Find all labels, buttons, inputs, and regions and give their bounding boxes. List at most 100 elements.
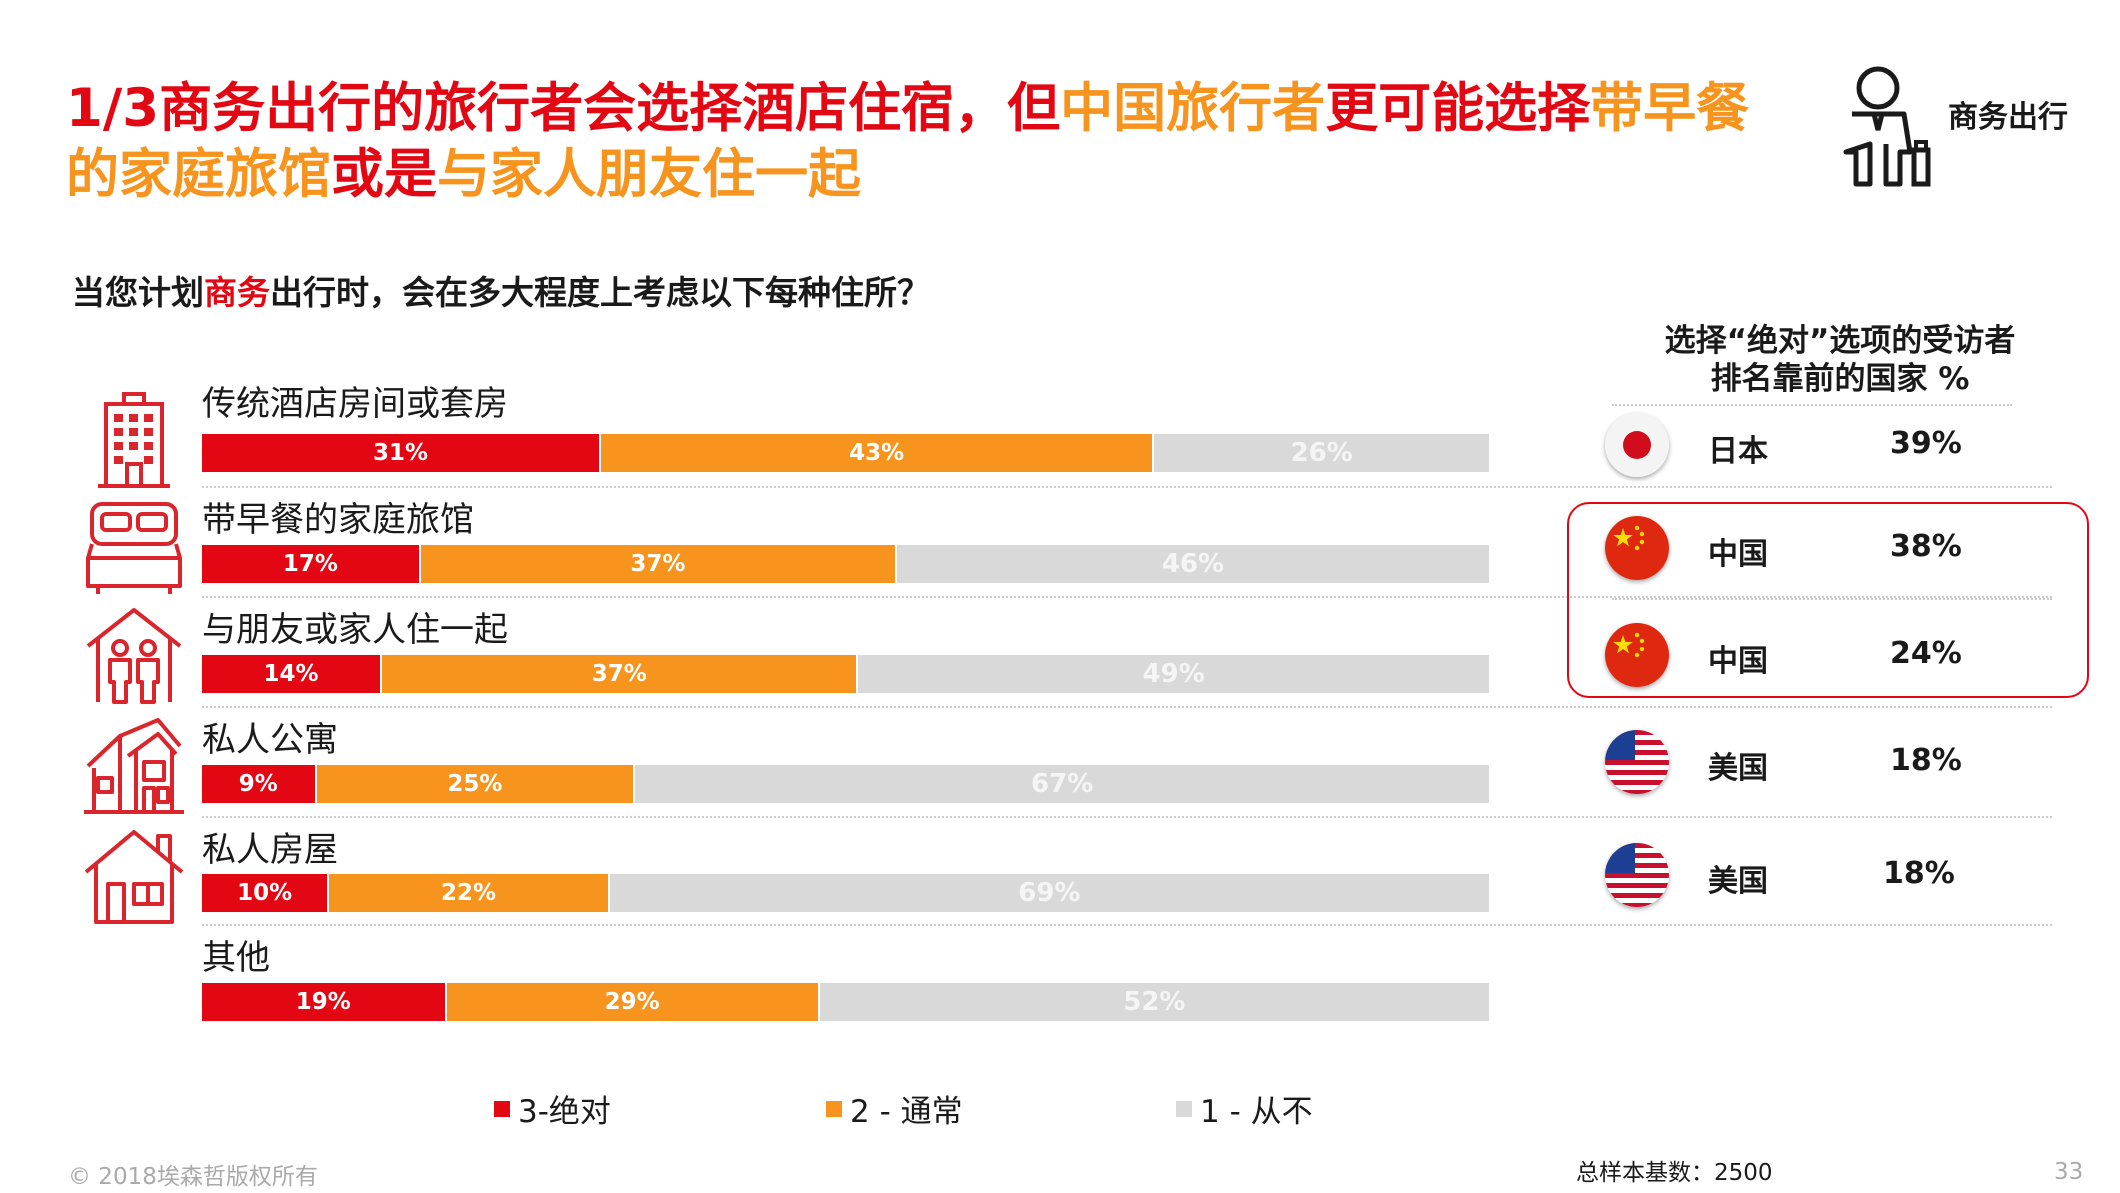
ranking-row-china-2: 中国 24% <box>1605 618 2045 698</box>
bar-usually: 37% <box>382 655 859 693</box>
bar-row: 10% 22% 69% <box>202 874 1489 912</box>
data-label: 67% <box>1030 769 1094 799</box>
title-part-1: 1/3商务出行的旅行者会选择酒店住宿，但 <box>66 78 1061 139</box>
ranking-title-line-1: 选择“绝对”选项的受访者 <box>1664 323 2016 359</box>
legend-label-absolute: 3-绝对 <box>518 1094 611 1130</box>
bar-never: 46% <box>896 545 1489 583</box>
bar-usually: 22% <box>329 874 610 912</box>
ranking-country: 美国 <box>1708 751 1768 786</box>
businessman-icon <box>1843 66 1931 187</box>
legend-swatch-orange <box>826 1100 842 1117</box>
ranking-row-china-1: 中国 38% <box>1605 511 2045 591</box>
ranking-title-divider <box>1612 404 2012 406</box>
title-part-6: 与家人朋友住一起 <box>437 144 861 205</box>
data-label: 25% <box>447 771 503 797</box>
data-label: 19% <box>295 989 351 1015</box>
data-label: 37% <box>591 661 647 687</box>
bar-row: 19% 29% 52% <box>202 983 1489 1021</box>
ranking-country: 中国 <box>1708 537 1768 572</box>
bar-never: 67% <box>635 765 1489 803</box>
persona-label: 商务出行 <box>1948 100 2068 135</box>
bar-absolute: 10% <box>202 874 330 912</box>
survey-question: 当您计划商务出行时，会在多大程度上考虑以下每种住所？ <box>72 266 930 314</box>
china-highlight-box <box>1567 502 2089 698</box>
ranking-divider <box>1612 598 2052 600</box>
row-divider <box>202 706 2052 708</box>
data-label: 37% <box>630 551 686 577</box>
title-part-2: 中国旅行者 <box>1060 78 1326 139</box>
category-label: 私人公寓 <box>202 720 338 760</box>
data-label: 49% <box>1142 659 1205 689</box>
bar-never: 49% <box>858 655 1489 693</box>
bed-icon <box>86 502 182 594</box>
data-label: 29% <box>604 989 660 1015</box>
legend-swatch-red <box>494 1100 510 1117</box>
data-label: 43% <box>849 440 905 466</box>
bar-row: 9% 25% 67% <box>202 765 1489 803</box>
category-label: 传统酒店房间或套房 <box>202 384 508 424</box>
data-label: 10% <box>237 880 293 906</box>
house-icon <box>84 830 184 924</box>
sample-size: 总样本基数：2500 <box>1576 1160 1773 1186</box>
bar-usually: 25% <box>316 765 636 803</box>
apartment-icon <box>84 718 184 814</box>
data-label: 26% <box>1290 438 1353 468</box>
category-label: 带早餐的家庭旅馆 <box>202 500 474 540</box>
china-flag-icon <box>1605 516 1669 580</box>
data-label: 31% <box>372 440 429 466</box>
ranking-value: 24% <box>1890 636 1962 671</box>
bar-row: 31% 43% 26% <box>202 434 1489 472</box>
ranking-row-usa-2: 美国 18% <box>1605 838 2045 918</box>
row-divider <box>202 486 2052 488</box>
ranking-value: 18% <box>1890 743 1962 778</box>
hotel-building-icon <box>98 392 170 488</box>
row-divider <box>202 924 2052 926</box>
data-label: 14% <box>263 661 319 687</box>
ranking-row-usa-1: 美国 18% <box>1605 725 2045 805</box>
data-label: 46% <box>1161 549 1225 579</box>
bar-absolute: 17% <box>202 545 421 583</box>
legend-swatch-grey <box>1176 1100 1192 1117</box>
stacked-bar-chart: 传统酒店房间或套房 31% 43% 26% 带早餐的家庭旅馆 17% 37% 46% 与朋友或家… <box>202 384 2052 1021</box>
ranking-title-line-2: 排名靠前的国家 % <box>1710 361 1970 397</box>
category-label: 私人房屋 <box>202 830 338 870</box>
question-suffix: 出行时，会在多大程度上考虑以下每种住所？ <box>270 273 930 312</box>
page-number: 33 <box>2054 1159 2084 1185</box>
ranking-country: 中国 <box>1708 644 1768 679</box>
legend-label-usually: 2 - 通常 <box>850 1094 963 1130</box>
japan-flag-icon <box>1605 413 1669 477</box>
legend-item-never: 1 - 从不 <box>1176 1086 1313 1131</box>
data-label: 9% <box>238 771 278 797</box>
bar-usually: 29% <box>446 983 820 1021</box>
ranking-value: 39% <box>1890 426 1962 461</box>
china-flag-icon <box>1605 623 1669 687</box>
ranking-value: 18% <box>1883 856 1955 891</box>
data-label: 52% <box>1123 987 1186 1017</box>
bar-absolute: 9% <box>202 765 317 803</box>
usa-flag-icon <box>1605 730 1669 794</box>
usa-flag-icon <box>1605 843 1669 907</box>
bar-row: 17% 37% 46% <box>202 545 1489 583</box>
title-part-3: 更可能选择 <box>1325 78 1591 139</box>
bar-usually: 37% <box>420 545 897 583</box>
data-label: 22% <box>441 880 497 906</box>
bar-never: 69% <box>609 874 1489 912</box>
bar-usually: 43% <box>600 434 1155 472</box>
category-label: 其他 <box>202 938 270 978</box>
ranking-title: 选择“绝对”选项的受访者 排名靠前的国家 % <box>1620 322 2060 398</box>
row-divider <box>202 596 2052 598</box>
category-label: 与朋友或家人住一起 <box>202 610 508 650</box>
ranking-country: 日本 <box>1708 434 1768 469</box>
data-label: 69% <box>1018 878 1081 908</box>
bar-absolute: 31% <box>202 434 601 472</box>
family-house-icon <box>86 608 182 704</box>
row-divider <box>202 816 2052 818</box>
bar-absolute: 14% <box>202 655 383 693</box>
title-part-5: 或是 <box>331 144 437 205</box>
bar-never: 52% <box>819 983 1489 1021</box>
title-part-4: 带早餐的家庭旅馆 <box>66 78 1750 205</box>
ranking-country: 美国 <box>1708 864 1768 899</box>
bar-row: 14% 37% 49% <box>202 655 1489 693</box>
legend-item-absolute: 3-绝对 <box>494 1086 611 1131</box>
bar-never: 26% <box>1154 434 1489 472</box>
